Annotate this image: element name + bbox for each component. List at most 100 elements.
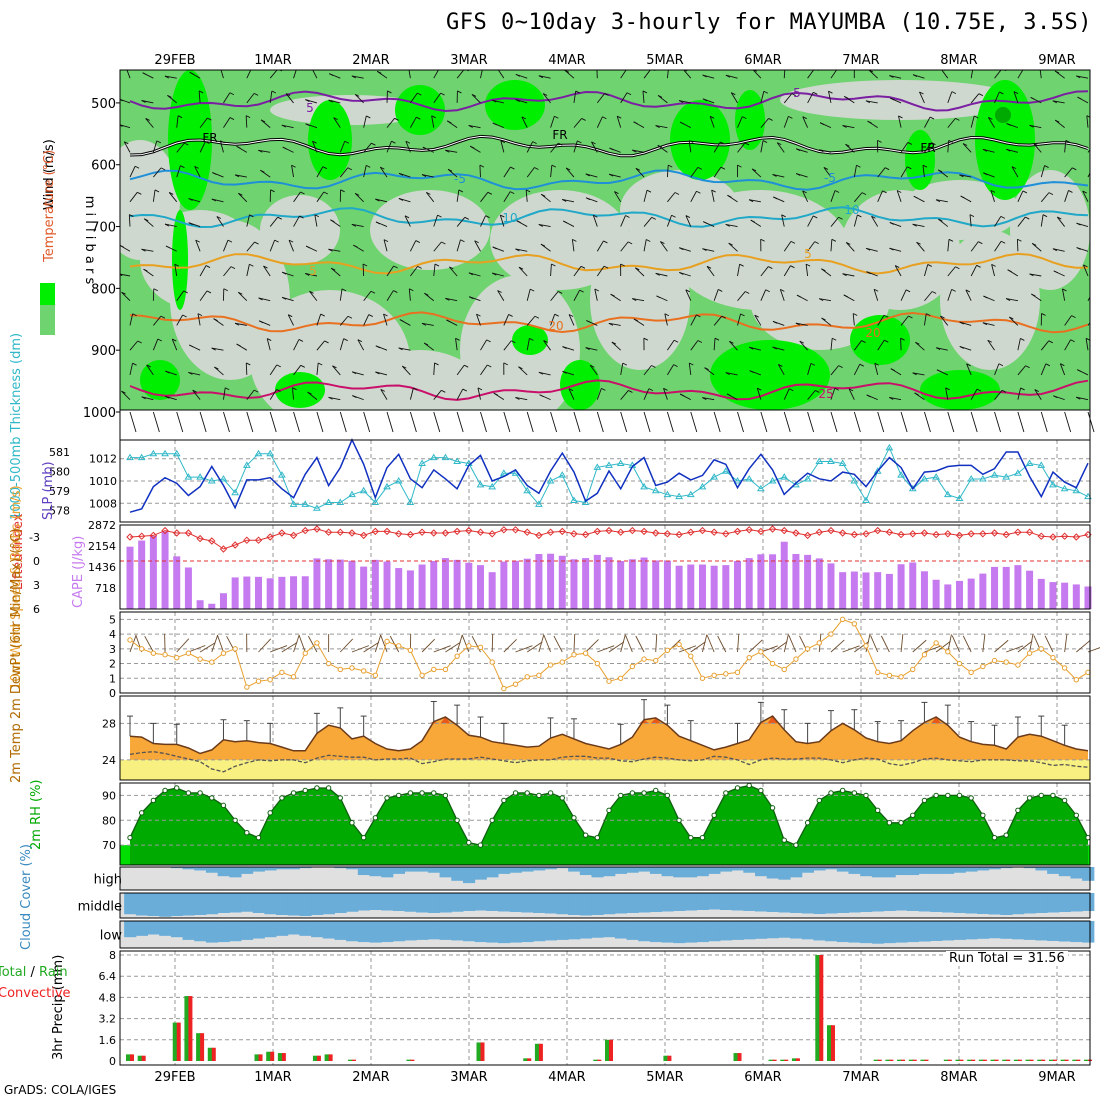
wind-barb-flag: [1030, 96, 1035, 100]
li-point: [897, 530, 905, 539]
cloud-bar: [194, 921, 207, 942]
wind-barb: [842, 273, 855, 277]
cape-bar: [979, 573, 987, 609]
rh-point: [991, 834, 998, 841]
wind-barb: [194, 166, 201, 178]
precip-convective-bar: [597, 1059, 602, 1061]
wind-barb: [246, 411, 254, 433]
wind-barb: [655, 634, 658, 653]
wind-barb-flag: [402, 365, 407, 369]
contour-label: -5: [454, 172, 466, 186]
slp-line: [129, 437, 1089, 513]
cloud-bar: [392, 867, 406, 874]
cape-bar: [255, 576, 263, 609]
wind-barb-flag: [729, 340, 734, 344]
wind-barb-flag: [511, 340, 516, 344]
rh-point: [384, 795, 390, 801]
wind-barb: [1082, 190, 1089, 203]
wind-barb-flag: [551, 164, 557, 168]
wind-barb: [853, 411, 861, 433]
wind-barb: [199, 141, 206, 153]
wind-barb-flag: [799, 340, 804, 344]
moist-area: [710, 340, 830, 410]
wind-barb-flag: [703, 221, 708, 225]
wind-barb-flag: [328, 248, 333, 252]
cape-bar: [698, 564, 706, 609]
wind-barb: [333, 117, 341, 128]
wind-speed-point: [127, 637, 133, 643]
wind-barb-flag: [538, 371, 544, 375]
y-tick-label: 0: [33, 555, 40, 568]
thickness-point: [1072, 486, 1081, 494]
wind-barb-flag: [749, 370, 754, 374]
wind-barb-flag: [249, 214, 254, 218]
cloud-bar: [790, 921, 803, 939]
cloud-bar: [883, 921, 896, 944]
wind-speed-point: [536, 672, 542, 679]
wind-barb-flag: [469, 145, 475, 149]
cloud-bar: [346, 893, 359, 912]
cloud-bar: [626, 921, 639, 940]
wind-barb-flag: [423, 342, 429, 346]
wind-barb: [246, 241, 255, 252]
wind-barb: [129, 313, 134, 326]
wind-barb: [433, 411, 441, 433]
wind-barb-flag: [331, 267, 336, 271]
cape-bar: [1026, 570, 1034, 609]
wind-barb: [591, 141, 598, 153]
wind-barb: [776, 142, 785, 153]
cloud-bar: [159, 893, 172, 917]
date-label-bottom: 6MAR: [744, 1070, 781, 1085]
wind-speed-point: [1038, 646, 1044, 652]
cloud-bar: [276, 867, 289, 870]
wind-barb-flag: [625, 215, 630, 218]
wind-barb: [1062, 288, 1066, 301]
wind-barb: [842, 645, 860, 653]
wind-barb-flag: [748, 199, 754, 203]
wind-barb: [853, 340, 862, 351]
cloud-bar: [498, 921, 511, 944]
wind-barb-flag: [227, 239, 233, 243]
wind-barb-flag: [852, 313, 858, 316]
wind-barb: [994, 390, 1003, 400]
wind-barb-flag: [463, 364, 469, 368]
cloud-bar: [346, 921, 359, 942]
wind-barb: [171, 338, 178, 351]
wind-barb: [328, 396, 341, 401]
wind-barb: [845, 242, 855, 252]
wind-speed-point: [501, 685, 507, 692]
wind-barb: [234, 174, 247, 178]
cape-bar: [512, 560, 520, 609]
rh-legend-swatch: [40, 305, 55, 335]
wind-speed-point: [138, 646, 145, 652]
wind-barb-flag: [492, 246, 497, 250]
wind-barb-flag: [1048, 340, 1053, 344]
wind-barb: [316, 411, 324, 433]
wind-barb-flag: [351, 371, 357, 375]
contour-label: 10: [844, 203, 859, 217]
wind-barb-flag: [1052, 100, 1058, 104]
wind-barb-flag: [818, 298, 824, 302]
y-tick-label: 581: [49, 446, 70, 459]
cloud-bar: [182, 893, 195, 916]
y-axis-label: CAPE (J/kg): [71, 536, 86, 608]
wind-barb-flag: [431, 115, 436, 119]
wind-barb-flag: [978, 93, 984, 97]
cloud-bar: [240, 893, 254, 912]
thickness-point: [850, 477, 859, 484]
wind-barb-flag: [417, 266, 422, 269]
wind-barb: [152, 189, 156, 202]
wind-barb-flag: [288, 314, 293, 318]
wind-barb: [380, 635, 388, 653]
cloud-bar: [1047, 893, 1060, 913]
wind-barb-flag: [447, 168, 453, 172]
wind-barb-flag: [664, 313, 670, 317]
wind-barb-flag: [955, 266, 960, 270]
wind-barb-flag: [124, 141, 129, 145]
wind-barb-flag: [912, 372, 917, 376]
wind-barb: [777, 364, 785, 376]
cloud-bar: [544, 893, 557, 914]
cape-bar: [862, 572, 870, 609]
wind-barb-flag: [340, 189, 345, 193]
li-point: [710, 528, 718, 536]
